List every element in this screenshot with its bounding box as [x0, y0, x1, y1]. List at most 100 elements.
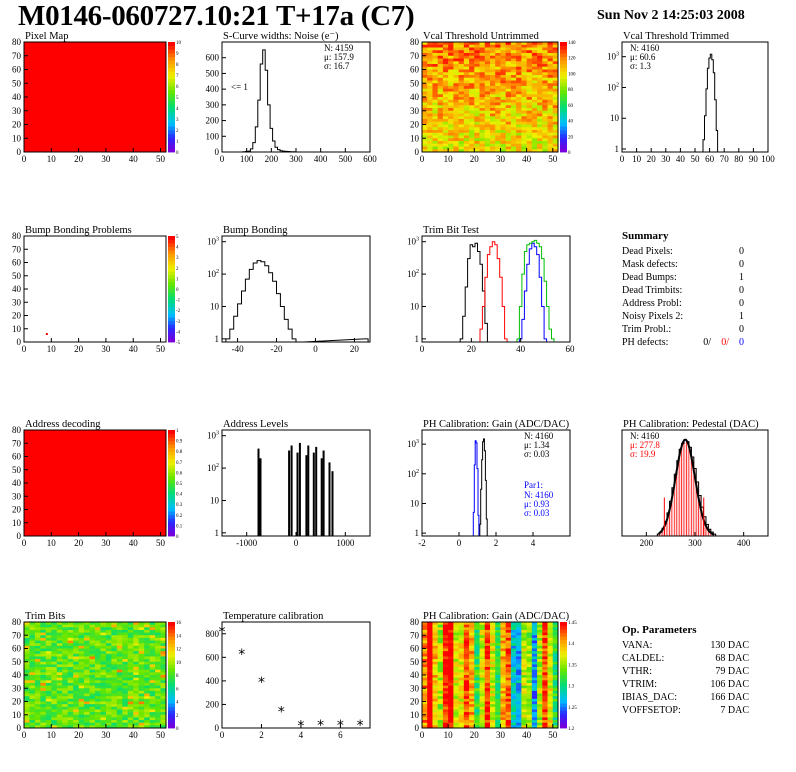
heatmap-cell — [95, 714, 101, 718]
heatmap-cell — [442, 127, 449, 131]
heatmap-cell — [516, 669, 522, 673]
heatmap-cell — [479, 94, 486, 98]
heatmap-cell — [505, 680, 512, 684]
heatmap-cell — [448, 704, 454, 708]
heatmap-cell — [510, 704, 517, 708]
x-tick-label: 10 — [47, 730, 57, 740]
heatmap-cell — [116, 659, 123, 663]
heatmap-cell — [56, 677, 63, 681]
heatmap-cell — [495, 119, 501, 123]
heatmap-cell — [51, 722, 58, 726]
y-tick-label: 1 — [215, 528, 220, 538]
heatmap-cell — [552, 53, 559, 57]
heatmap-cell — [542, 624, 548, 628]
heatmap-cell — [474, 50, 480, 54]
heatmap-cell — [484, 50, 491, 54]
palette-step — [168, 444, 175, 449]
heatmap-cell — [521, 75, 528, 79]
heatmap-cell — [160, 717, 167, 721]
heatmap-cell — [133, 622, 140, 626]
heatmap-cell — [463, 677, 470, 681]
heatmap-cell — [24, 648, 30, 652]
heatmap-cell — [526, 146, 533, 150]
heatmap-cell — [490, 706, 496, 710]
heatmap-cell — [542, 659, 548, 663]
heatmap-cell — [547, 720, 554, 724]
heatmap-cell — [516, 80, 522, 84]
heatmap-cell — [484, 91, 491, 95]
palette-tick-label: 2 — [176, 129, 179, 134]
heatmap-cell — [531, 99, 538, 103]
heatmap-cell — [521, 704, 528, 708]
heatmap-cell — [51, 669, 58, 673]
heatmap-cell — [526, 682, 533, 686]
heatmap-cell — [116, 698, 123, 702]
heatmap-cell — [516, 97, 522, 101]
heatmap-cell — [505, 141, 512, 145]
x-tick-label: 50 — [548, 154, 558, 164]
heatmap-cell — [111, 651, 118, 655]
heatmap-cell — [547, 105, 554, 109]
heatmap-cell — [505, 102, 512, 106]
palette-tick-label: -4 — [176, 330, 181, 335]
heatmap-cell — [479, 88, 486, 92]
heatmap-cell — [122, 725, 129, 729]
heatmap-cell — [89, 667, 96, 671]
heatmap-cell — [149, 693, 156, 697]
heatmap-cell — [34, 664, 41, 668]
palette-step — [560, 122, 567, 127]
heatmap-cell — [155, 714, 161, 718]
heatmap-cell — [422, 640, 428, 644]
heatmap-cell — [149, 722, 156, 726]
heatmap-cell — [510, 113, 517, 117]
heatmap-cell — [453, 693, 460, 697]
heatmap-cell — [442, 42, 449, 46]
heatmap-cell — [495, 698, 501, 702]
histogram-series-line — [516, 239, 555, 342]
heatmap-cell — [427, 725, 433, 729]
heatmap-cell — [422, 643, 428, 647]
heatmap-cell — [432, 656, 439, 660]
heatmap-cell — [547, 643, 554, 647]
heatmap-cell — [40, 725, 47, 729]
heatmap-cell — [505, 643, 512, 647]
heatmap-cell — [453, 124, 460, 128]
heatmap-cell — [133, 659, 140, 663]
heatmap-cell — [479, 648, 486, 652]
heatmap-cell — [510, 675, 517, 679]
heatmap-cell — [45, 690, 52, 694]
heatmap-cell — [40, 651, 47, 655]
heatmap-cell — [29, 701, 36, 705]
heatmap-cell — [138, 648, 145, 652]
palette-step — [168, 148, 175, 153]
heatmap-cell — [78, 664, 85, 668]
heatmap-cell — [34, 627, 41, 631]
heatmap-cell — [160, 720, 167, 724]
heatmap-cell — [56, 643, 63, 647]
heatmap-cell — [442, 696, 449, 700]
heatmap-cell — [547, 722, 554, 726]
heatmap-cell — [479, 624, 486, 628]
heatmap-cell — [422, 132, 428, 136]
heatmap-cell — [469, 132, 475, 136]
heatmap-cell — [531, 709, 538, 713]
heatmap-cell — [111, 709, 118, 713]
heatmap-cell — [463, 121, 470, 125]
heatmap-cell — [552, 643, 559, 647]
heatmap-cell — [505, 138, 512, 142]
heatmap-cell — [547, 640, 554, 644]
heatmap-cell — [144, 622, 151, 626]
heatmap-cell — [160, 709, 167, 713]
heatmap-cell — [427, 675, 433, 679]
heatmap-cell — [67, 664, 74, 668]
heatmap-cell — [73, 672, 80, 676]
heatmap-cell — [458, 86, 465, 90]
palette-step — [168, 75, 175, 80]
heatmap-cell — [116, 675, 123, 679]
heatmap-cell — [510, 64, 517, 68]
heatmap-cell — [474, 102, 480, 106]
y-tick-label: 1 — [215, 334, 220, 344]
heatmap-cell — [127, 622, 134, 626]
heatmap-cell — [463, 640, 470, 644]
heatmap-cell — [474, 113, 480, 117]
